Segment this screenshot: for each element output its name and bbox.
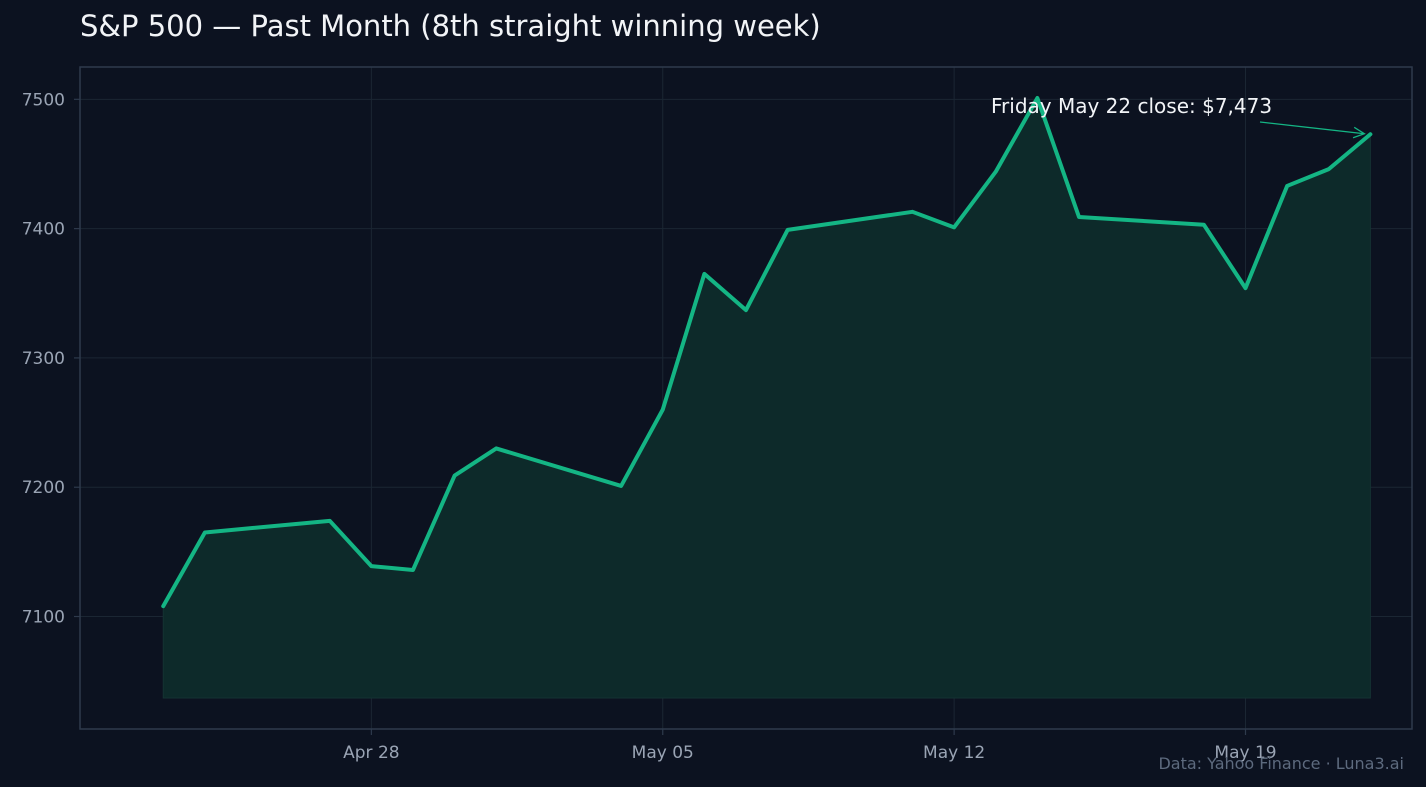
y-tick-label: 7400 — [22, 220, 65, 240]
x-tick-label: Apr 28 — [343, 743, 399, 763]
x-axis: Apr 28 May 05 May 12 May 19 — [343, 729, 1277, 763]
x-tick-label: May 19 — [1214, 743, 1276, 763]
chart-title: S&P 500 — Past Month (8th straight winni… — [80, 9, 821, 43]
annotation-arrow-head — [1352, 126, 1366, 139]
plot-frame — [79, 66, 1413, 730]
line-layer — [161, 96, 1373, 609]
x-tick-label: May 05 — [632, 743, 694, 763]
close-annotation: Friday May 22 close: $7,473 — [991, 94, 1272, 118]
price-line — [161, 96, 1373, 609]
y-tick-label: 7100 — [22, 608, 65, 628]
annotation-layer: Friday May 22 close: $7,473 — [991, 94, 1366, 139]
x-tick-label: May 12 — [923, 743, 985, 763]
y-tick-label: 7200 — [22, 478, 65, 498]
y-axis: 7100 7200 7300 7400 7500 — [22, 90, 80, 628]
y-tick-label: 7500 — [22, 90, 65, 110]
y-tick-label: 7300 — [22, 349, 65, 369]
annotation-arrow — [1259, 121, 1365, 135]
data-credit: Data: Yahoo Finance · Luna3.ai — [1158, 754, 1404, 773]
